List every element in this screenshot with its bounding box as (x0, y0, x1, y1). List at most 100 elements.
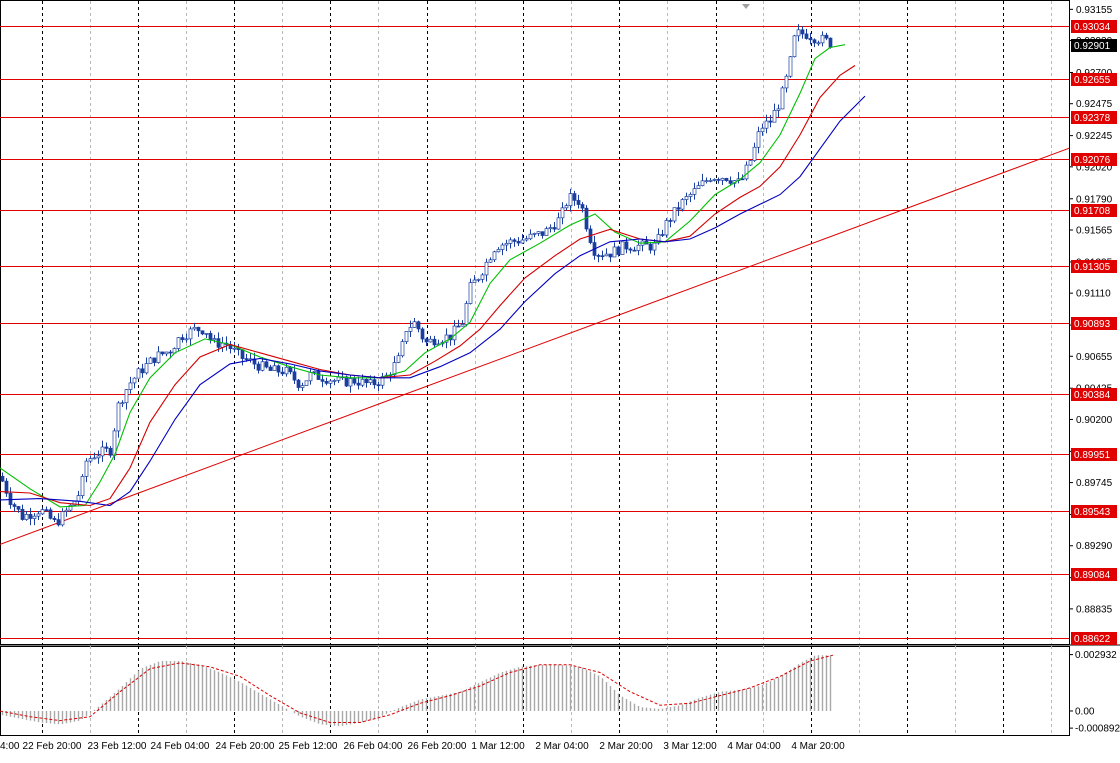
candle-body (300, 385, 305, 388)
candle-body (480, 274, 485, 280)
candle-body (828, 37, 833, 48)
candle-body (540, 231, 545, 236)
candle-body (32, 515, 37, 519)
candle-body (344, 376, 349, 387)
price-tick-label: 0.92245 (1076, 131, 1113, 142)
candle-body (68, 504, 73, 511)
candle-body (496, 249, 501, 253)
candle-body (240, 349, 245, 359)
candle-body (408, 327, 413, 332)
candle-body (208, 333, 213, 341)
level-lines: 0.93034 0.92655 0.92378 0.92076 0.91708 0.913… (0, 20, 1117, 645)
candle-body (432, 338, 437, 346)
level-label: 0.92378 (1074, 113, 1111, 124)
candle-body (140, 368, 145, 374)
candle-body (600, 255, 605, 258)
candle-body (200, 330, 205, 335)
candle-body (276, 365, 281, 373)
candle-body (764, 120, 769, 129)
candle-body (520, 239, 525, 244)
candle-body (12, 504, 17, 507)
candle-body (744, 164, 749, 180)
candle-body (376, 384, 381, 387)
candle-body (500, 244, 505, 250)
time-label: 3 Mar 12:00 (663, 741, 717, 752)
candle-body (548, 227, 553, 230)
candle-body (672, 207, 677, 222)
candle-body (572, 193, 577, 201)
candle-body (380, 376, 385, 386)
indicator-tick-label: 0.00 (1075, 706, 1095, 717)
candle-body (488, 259, 493, 263)
candle-body (360, 378, 365, 386)
level-label: 0.89543 (1074, 507, 1111, 518)
candle-body (636, 244, 641, 251)
candle-body (788, 56, 793, 77)
candle-body (280, 371, 285, 375)
candle-body (400, 341, 405, 357)
candle-body (620, 241, 625, 255)
oscillator-signal-line (0, 654, 834, 723)
candle-body (460, 324, 465, 327)
candle-body (684, 196, 689, 200)
candle-body (564, 205, 569, 209)
candle-body (476, 278, 481, 281)
level-label: 0.91708 (1074, 206, 1111, 217)
level-badge (1071, 20, 1117, 33)
oscillator-histogram (1, 655, 832, 727)
candle-body (512, 239, 517, 242)
price-tick-label: 0.93155 (1076, 5, 1113, 16)
candle-body (708, 180, 713, 182)
candle-body (780, 87, 785, 110)
candle-body (80, 476, 85, 496)
candle-body (28, 514, 33, 519)
level-badge (1071, 448, 1117, 461)
candle-body (176, 337, 181, 349)
candle-body (356, 382, 361, 386)
candle-body (656, 234, 661, 244)
candle-body (660, 234, 665, 236)
candle-body (184, 338, 189, 341)
candle-body (288, 366, 293, 373)
candle-body (624, 241, 629, 250)
candle-body (728, 180, 733, 184)
candle-body (452, 325, 457, 341)
candle-body (132, 377, 137, 384)
time-label: 4 Mar 20:00 (791, 741, 845, 752)
time-label: 22 Feb 20:00 (23, 741, 82, 752)
candle-body (444, 334, 449, 343)
price-tick-label: 0.90200 (1076, 415, 1113, 426)
candle-body (124, 389, 129, 404)
time-label: 26 Feb 20:00 (408, 741, 467, 752)
candle-body (164, 351, 169, 355)
candle-body (724, 177, 729, 181)
candle-body (116, 402, 121, 432)
candle-body (688, 194, 693, 197)
candle-body (528, 233, 533, 240)
candle-body (772, 110, 777, 123)
candle-body (560, 207, 565, 219)
candle-body (348, 378, 353, 387)
candle-body (196, 326, 201, 332)
candle-body (412, 321, 417, 328)
time-label: 25 Feb 12:00 (279, 741, 338, 752)
candle-body (608, 253, 613, 258)
candle-body (4, 480, 9, 494)
candle-body (420, 328, 425, 340)
price-tick-label: 0.92475 (1076, 99, 1113, 110)
level-label: 0.89084 (1074, 570, 1111, 581)
candle-body (816, 42, 821, 45)
time-label: 24 Feb 20:00 (216, 741, 275, 752)
candle-body (160, 351, 165, 355)
candle-body (504, 242, 509, 246)
candle-body (368, 379, 373, 384)
candle-body (24, 514, 29, 520)
candle-body (696, 185, 701, 189)
current-price-label: 0.92901 (1074, 41, 1111, 52)
price-tick-label: 0.89290 (1076, 541, 1113, 552)
candle-body (544, 228, 549, 236)
candle-body (136, 368, 141, 379)
candle-body (144, 363, 149, 374)
